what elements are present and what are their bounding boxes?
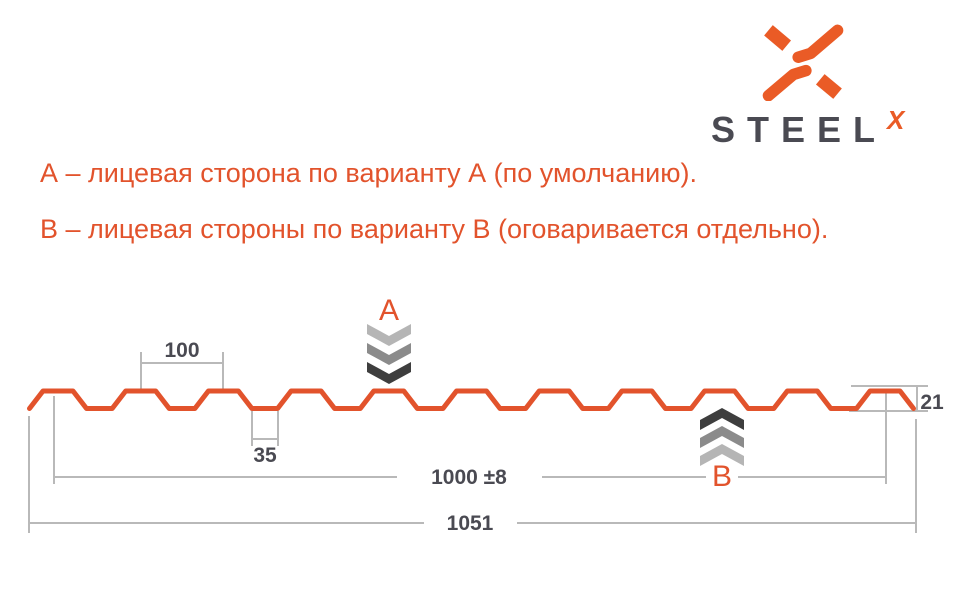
x-mark-bottom-left-stroke: [762, 64, 812, 101]
note-variant-b: В – лицевая стороны по варианту В (огова…: [40, 214, 829, 244]
dim-rib-pitch: 100: [140, 339, 224, 390]
face-b-label: B: [712, 460, 732, 493]
dim-valley-width-value: 35: [253, 444, 277, 467]
x-mark-top-left-stroke: [764, 25, 792, 51]
chevron-down: [367, 362, 411, 384]
side-a-arrow-icon: [367, 324, 411, 384]
brand-logo: STEELX: [711, 23, 926, 151]
chevron-up: [700, 408, 744, 430]
x-mark-top-right-stroke: [792, 24, 844, 63]
dim-valley-width: 35: [251, 411, 279, 467]
chevron-up: [700, 426, 744, 448]
brand-name: STEEL: [711, 109, 888, 150]
steelx-x-icon: [762, 24, 844, 101]
dim-overall-width: 1051: [28, 416, 917, 535]
chevron-up: [700, 444, 744, 466]
brand-superscript-x: X: [887, 105, 905, 135]
face-a-marker: A: [367, 294, 411, 384]
face-b-marker: B: [700, 408, 744, 493]
side-b-arrow-icon: [700, 408, 744, 466]
dim-overall-width-value: 1051: [447, 512, 494, 535]
x-mark-bottom-right-stroke: [815, 74, 842, 99]
profile-sheet-outline: [27, 388, 916, 411]
dim-profile-height: 21: [849, 385, 944, 414]
label-backdrop: [706, 468, 738, 490]
chevron-down: [367, 324, 411, 346]
note-variant-a: А – лицевая сторона по варианту А (по ум…: [40, 158, 697, 188]
dim-profile-height-value: 21: [920, 391, 944, 414]
face-a-label: A: [379, 294, 399, 327]
dim-rib-pitch-value: 100: [164, 339, 199, 362]
chevron-down: [367, 343, 411, 365]
dim-covering-width-value: 1000 ±8: [431, 466, 507, 489]
brand-wordmark: STEELX: [711, 105, 926, 151]
